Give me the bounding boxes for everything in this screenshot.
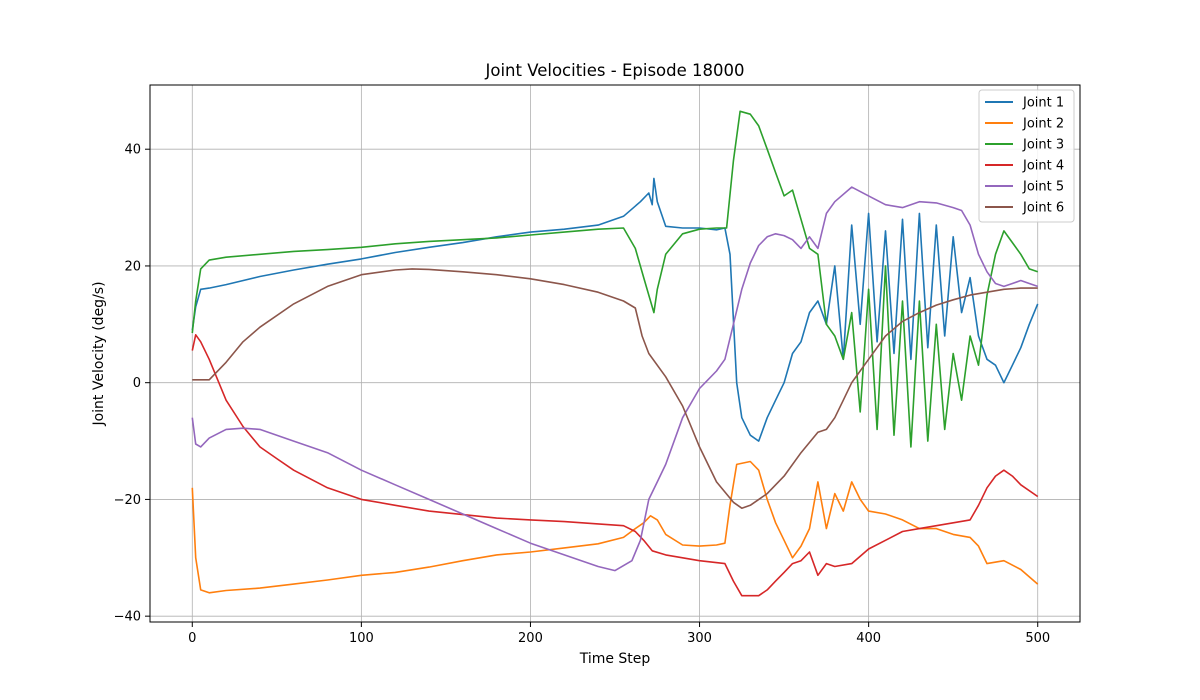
- legend-label: Joint 5: [1022, 180, 1064, 195]
- y-tick-label: 20: [124, 259, 141, 274]
- legend-label: Joint 4: [1022, 159, 1064, 174]
- y-tick-label: −20: [114, 493, 141, 508]
- series-line-joint-2: [191, 460, 1039, 594]
- legend-label: Joint 6: [1022, 201, 1064, 216]
- y-tick-label: 40: [124, 143, 141, 158]
- grid-lines: [150, 85, 1080, 622]
- y-tick-label: −40: [114, 610, 141, 625]
- legend-label: Joint 3: [1022, 138, 1064, 153]
- series-line-joint-1: [191, 177, 1039, 442]
- y-tick-label: 0: [133, 376, 141, 391]
- x-tick-label: 400: [856, 631, 881, 646]
- legend-label: Joint 2: [1022, 117, 1064, 132]
- series-line-joint-3: [191, 110, 1038, 448]
- y-axis-label: Joint Velocity (deg/s): [91, 281, 107, 426]
- x-tick-label: 0: [188, 631, 196, 646]
- series-line-joint-4: [191, 334, 1039, 597]
- legend-label: Joint 1: [1022, 96, 1064, 111]
- x-axis-label: Time Step: [579, 651, 651, 667]
- axis-ticks: 0 100 200 300 400 500 −40 −20 0 20 40: [114, 143, 1051, 646]
- x-tick-label: 200: [518, 631, 543, 646]
- plot-frame: [149, 84, 1081, 623]
- series-line-joint-5: [191, 186, 1038, 572]
- legend: Joint 1 Joint 2 Joint 3 Joint 4 Joint 5 Joint…: [978, 89, 1075, 223]
- x-tick-label: 100: [349, 631, 374, 646]
- x-tick-label: 500: [1025, 631, 1050, 646]
- series-lines: [191, 110, 1039, 597]
- series-line-joint-6: [192, 268, 1038, 509]
- chart-title: Joint Velocities - Episode 18000: [485, 61, 745, 80]
- x-tick-label: 300: [687, 631, 712, 646]
